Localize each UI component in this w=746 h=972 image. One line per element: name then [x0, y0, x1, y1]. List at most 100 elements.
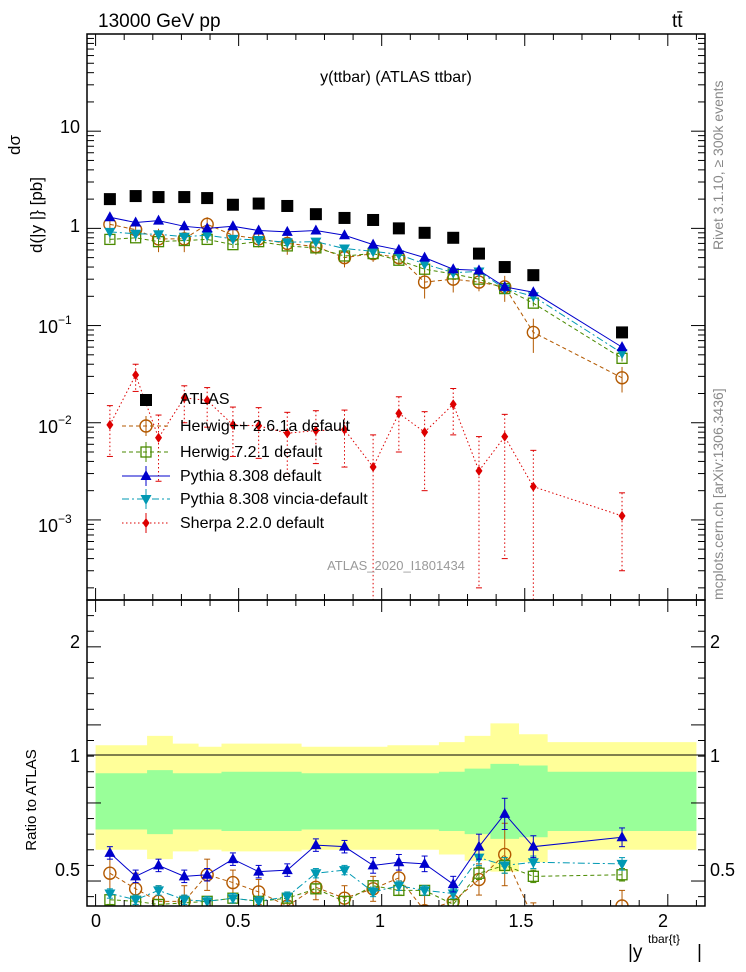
point-atlas	[498, 261, 511, 274]
plot-title: y(ttbar) (ATLAS ttbar)	[320, 69, 472, 86]
point-pythia-8-308-vincia-default	[616, 349, 628, 360]
ratio-point-sherpa-2-2-0-default	[229, 953, 236, 963]
point-pythia-8-308-vincia-default	[201, 231, 213, 242]
legend-label-atlas: ATLAS	[180, 391, 230, 408]
point-pythia-8-308-default	[393, 243, 405, 254]
ratio-point-sherpa-2-2-0-default	[370, 954, 377, 964]
ratio-point-herwig-7-2-1-default	[527, 870, 539, 882]
ratio-point-pythia-8-308-default	[473, 840, 485, 851]
ratio-series-sherpa-2-2-0-default	[106, 951, 625, 963]
point-pythia-8-308-default	[227, 220, 239, 231]
svg-text:dσ: dσ	[5, 135, 24, 155]
point-sherpa-2-2-0-default	[529, 481, 537, 492]
point-pythia-8-308-vincia-default	[227, 234, 239, 245]
point-atlas	[309, 208, 322, 221]
ratio-point-herwig-2-6-1a-default	[419, 903, 430, 906]
ratio-point-pythia-8-308-vincia-default	[281, 892, 293, 903]
ratio-tick-label-2-right: 2	[710, 632, 720, 652]
ratio-y-tick-labels-left: 2 1 0.5	[55, 632, 80, 880]
legend-marker	[139, 419, 153, 433]
ratio-y-axis-label: Ratio to ATLAS	[23, 749, 40, 850]
ratio-point-sherpa-2-2-0-default	[530, 953, 537, 963]
ratio-point-pythia-8-308-default	[393, 856, 405, 867]
ratio-tick-label-05-right: 0.5	[710, 860, 735, 880]
legend-entry-atlas: ATLAS	[140, 391, 230, 408]
series-pythia-8-308-default	[104, 211, 628, 352]
point-pythia-8-308-default	[130, 216, 142, 227]
point-atlas	[367, 213, 380, 226]
ratio-point-pythia-8-308-vincia-default	[393, 881, 405, 892]
main-y-axis-label: d(|y |} [pb]	[27, 177, 46, 253]
point-atlas	[201, 192, 214, 205]
ratio-point-pythia-8-308-default	[447, 878, 459, 889]
point-sherpa-2-2-0-default	[395, 408, 403, 419]
legend-label-herwigpp: Herwig++ 2.6.1a default	[180, 418, 350, 435]
x-tick-label-15: 1.5	[508, 911, 533, 931]
ratio-line-herwig-7-2-1-default	[109, 864, 623, 906]
point-pythia-8-308-vincia-default	[153, 230, 165, 241]
point-sherpa-2-2-0-default	[132, 369, 140, 380]
y-tick-label-1e-3: 10−3	[38, 512, 72, 536]
ratio-series-pythia-8-308-vincia-default	[104, 849, 628, 906]
series-sherpa-2-2-0-default	[106, 363, 626, 600]
ratio-point-sherpa-2-2-0-default	[204, 953, 211, 963]
ratio-point-pythia-8-308-default	[227, 853, 239, 864]
point-pythia-8-308-default	[281, 225, 293, 236]
point-herwig-2-6-1a-default	[615, 371, 629, 385]
y-tick-label-10: 10	[60, 117, 80, 137]
ratio-point-sherpa-2-2-0-default	[619, 952, 626, 962]
ratio-y-tick-labels-right: 2 1 0.5	[710, 632, 735, 880]
point-atlas	[472, 247, 485, 260]
ratio-point-pythia-8-308-vincia-default	[419, 886, 431, 897]
x-tick-label-0: 0	[91, 911, 101, 931]
point-pythia-8-308-default	[473, 264, 485, 275]
ratio-point-pythia-8-308-default	[367, 859, 379, 870]
point-pythia-8-308-vincia-default	[419, 259, 431, 270]
point-pythia-8-308-default	[419, 251, 431, 262]
ratio-point-sherpa-2-2-0-default	[501, 951, 508, 961]
legend-label-herwig7: Herwig 7.2.1 default	[180, 444, 323, 461]
point-sherpa-2-2-0-default	[369, 462, 377, 473]
point-atlas	[418, 226, 431, 239]
point-atlas	[616, 326, 629, 339]
legend-label-pythia: Pythia 8.308 default	[180, 468, 322, 485]
ratio-point-pythia-8-308-default	[153, 859, 165, 870]
point-sherpa-2-2-0-default	[341, 424, 348, 435]
ratio-point-pythia-8-308-vincia-default	[130, 895, 142, 906]
ratio-point-pythia-8-308-vincia-default	[339, 866, 350, 877]
ratio-point-pythia-8-308-vincia-default	[153, 886, 165, 897]
point-pythia-8-308-vincia-default	[130, 229, 142, 240]
ratio-point-pythia-8-308-default	[130, 870, 142, 881]
point-pythia-8-308-default	[447, 263, 459, 274]
legend-entry-pythia: Pythia 8.308 default	[122, 466, 322, 486]
ratio-tick-label-2: 2	[70, 632, 80, 652]
main-plot-series	[103, 190, 629, 600]
point-pythia-8-308-default	[310, 224, 322, 235]
legend-label-sherpa: Sherpa 2.2.0 default	[180, 515, 325, 532]
ratio-point-pythia-8-308-vincia-default	[499, 861, 511, 872]
ratio-point-sherpa-2-2-0-default	[181, 953, 188, 963]
x-tick-label-05: 0.5	[225, 911, 250, 931]
x-tick-label-2: 2	[658, 911, 668, 931]
point-sherpa-2-2-0-default	[255, 420, 263, 431]
legend-marker	[142, 518, 150, 528]
point-pythia-8-308-default	[201, 222, 213, 233]
point-pythia-8-308-vincia-default	[310, 237, 322, 248]
legend: ATLAS Herwig++ 2.6.1a default Herwig 7.2…	[122, 391, 368, 533]
point-sherpa-2-2-0-default	[180, 392, 188, 403]
ratio-point-pythia-8-308-vincia-default	[527, 858, 539, 869]
ratio-tick-label-1: 1	[70, 746, 80, 766]
point-herwig-2-6-1a-default	[526, 325, 541, 340]
point-atlas	[527, 269, 540, 282]
ratio-point-sherpa-2-2-0-default	[155, 954, 162, 964]
series-pythia-8-308-vincia-default	[104, 227, 628, 360]
ratio-series-pythia-8-308-default	[104, 797, 628, 893]
ratio-line-sherpa-2-2-0-default	[110, 956, 622, 958]
point-sherpa-2-2-0-default	[106, 419, 114, 430]
x-axis-label-close: |	[697, 942, 702, 963]
ratio-point-pythia-8-308-default	[527, 840, 539, 851]
main-y-tick-labels: 10 1	[60, 117, 80, 236]
point-atlas	[152, 191, 165, 204]
watermark: ATLAS_2020_I1801434	[327, 558, 465, 573]
